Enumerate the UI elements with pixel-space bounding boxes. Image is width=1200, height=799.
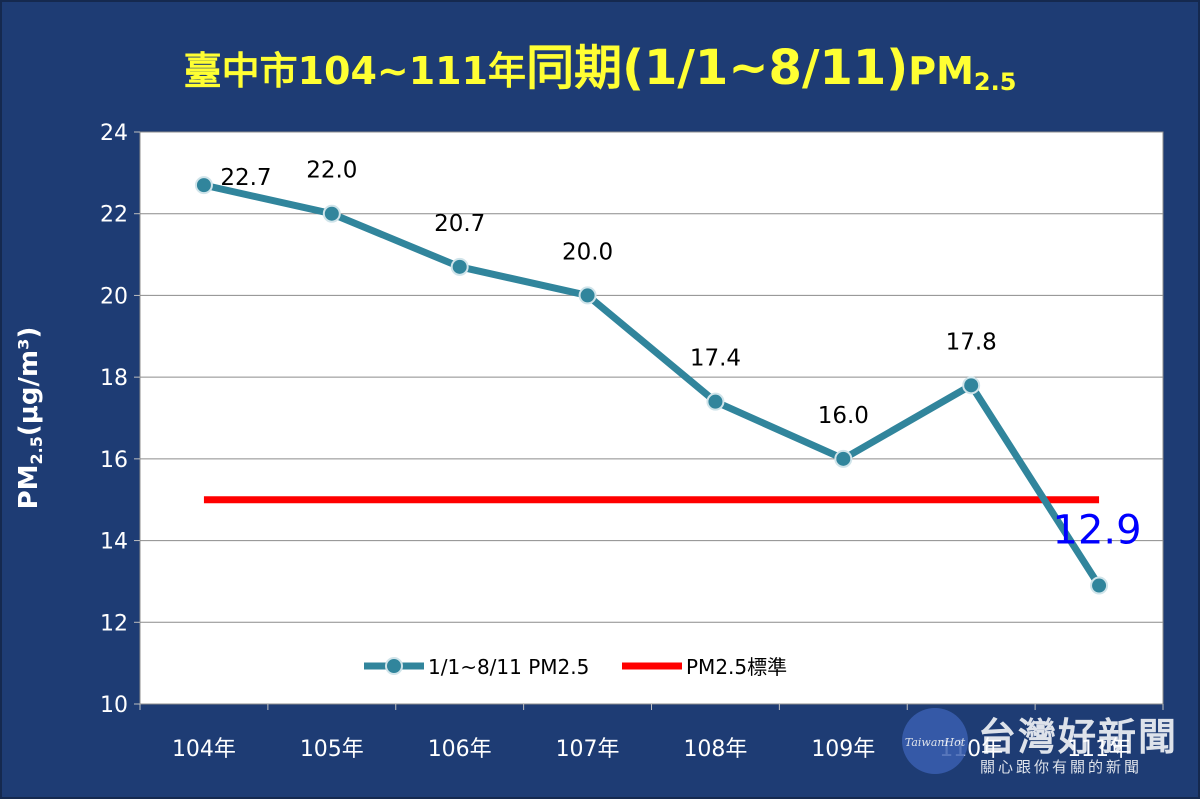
x-tick-label: 109年 bbox=[811, 737, 875, 762]
watermark-slogan: 關心跟你有關的新聞 bbox=[980, 758, 1143, 776]
data-label: 12.9 bbox=[1053, 508, 1142, 554]
series-pm25-point bbox=[834, 449, 853, 468]
x-tick-label: 108年 bbox=[683, 737, 747, 762]
series-pm25-point bbox=[450, 257, 469, 276]
y-tick-label: 18 bbox=[100, 366, 128, 391]
series-pm25-point bbox=[194, 176, 213, 195]
y-tick-label: 20 bbox=[100, 284, 128, 309]
data-label: 17.8 bbox=[946, 329, 997, 355]
data-label: 22.7 bbox=[220, 165, 271, 191]
series-pm25-point bbox=[706, 392, 725, 411]
watermark: TaiwanHot 台灣好新聞 關心跟你有關的新聞 bbox=[900, 704, 1190, 784]
data-label: 20.0 bbox=[562, 239, 613, 265]
x-tick-label: 111年 bbox=[1067, 737, 1131, 762]
data-label: 17.4 bbox=[690, 346, 741, 372]
legend-label: PM2.5標準 bbox=[686, 655, 787, 679]
series-pm25-point bbox=[962, 376, 981, 395]
legend-label: 1/1~8/11 PM2.5 bbox=[428, 655, 589, 679]
y-tick-label: 22 bbox=[100, 203, 128, 228]
y-tick-label: 14 bbox=[100, 530, 128, 555]
x-tick-label: 106年 bbox=[428, 737, 492, 762]
watermark-logo-circle bbox=[902, 708, 968, 774]
series-pm25-line bbox=[203, 181, 1103, 588]
series-pm25-point bbox=[578, 286, 597, 305]
y-tick-label: 16 bbox=[100, 448, 128, 473]
watermark-name: 台灣好新聞 bbox=[978, 715, 1179, 759]
y-tick-label: 12 bbox=[100, 611, 128, 636]
chart-title: 臺中市104~111年同期(1/1~8/11)PM2.5 bbox=[0, 28, 1200, 98]
data-label: 16.0 bbox=[818, 403, 869, 429]
x-tick-label: 104年 bbox=[172, 737, 236, 762]
watermark-logo-text: TaiwanHot bbox=[904, 736, 966, 749]
x-tick-label: 105年 bbox=[300, 737, 364, 762]
y-tick-label: 10 bbox=[100, 693, 128, 718]
title-part-2: 同期(1/1~8/11) bbox=[526, 40, 909, 96]
title-subscript: 2.5 bbox=[973, 68, 1017, 96]
y-tick-label: 24 bbox=[100, 121, 128, 146]
data-label: 22.0 bbox=[306, 158, 357, 184]
series-pm25-point bbox=[322, 204, 341, 223]
y-axis-title-main: PM bbox=[14, 464, 44, 510]
legend-marker-point bbox=[385, 657, 403, 675]
y-axis-title-sub: 2.5 bbox=[27, 436, 46, 465]
series-pm25-point bbox=[1090, 576, 1109, 595]
title-part-1: 臺中市104~111年 bbox=[183, 49, 527, 93]
data-label: 20.7 bbox=[434, 211, 485, 237]
y-axis-title-unit: (μg/m³) bbox=[14, 326, 44, 437]
y-axis-title: PM2.5(μg/m³) bbox=[14, 327, 46, 510]
title-part-3: PM bbox=[908, 49, 974, 93]
plot-area bbox=[139, 131, 1164, 705]
x-tick-label: 107年 bbox=[556, 737, 620, 762]
